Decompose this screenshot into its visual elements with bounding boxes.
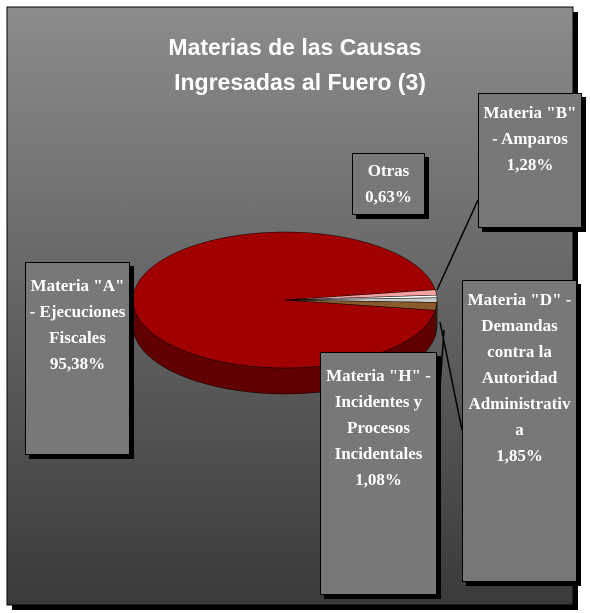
chart-title: Ingresadas al Fuero (3) xyxy=(174,69,426,95)
value-label: 1,08% xyxy=(355,470,402,489)
leader-line xyxy=(436,199,479,291)
pie-tops xyxy=(132,231,438,369)
category-label: Materia "H" - Incidentes y Procesos Inci… xyxy=(326,366,431,463)
category-label: Materia "A" - Ejecuciones Fiscales xyxy=(29,276,126,347)
value-label: 1,85% xyxy=(496,446,543,465)
category-label: Materia "D" - Demandas contra la Autorid… xyxy=(467,290,572,439)
value-label: 0,63% xyxy=(365,187,412,206)
label-box: Materia "D" - Demandas contra la Autorid… xyxy=(462,280,577,582)
label-box: Materia "H" - Incidentes y Procesos Inci… xyxy=(320,352,437,595)
label-box: Materia "B" - Amparos 1,28% xyxy=(478,93,582,228)
value-label: 1,28% xyxy=(506,155,554,174)
value-label: 95,38% xyxy=(49,354,106,373)
category-label: Otras xyxy=(367,161,410,180)
category-label: Materia "B" - Amparos xyxy=(483,103,577,148)
label-box: Otras 0,63% xyxy=(352,153,425,215)
label-box: Materia "A" - Ejecuciones Fiscales 95,38% xyxy=(25,262,130,455)
chart-title: Materias de las Causas xyxy=(168,34,421,60)
slice xyxy=(284,299,438,311)
